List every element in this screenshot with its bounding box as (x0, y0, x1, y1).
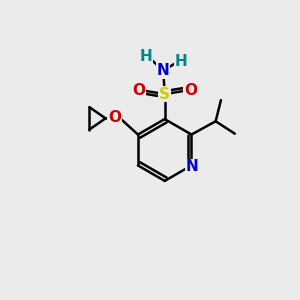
Text: N: N (157, 63, 169, 78)
Text: N: N (186, 159, 199, 174)
Text: H: H (139, 50, 152, 64)
Text: S: S (159, 87, 170, 102)
Text: O: O (184, 83, 197, 98)
Text: O: O (133, 83, 146, 98)
Text: O: O (108, 110, 121, 125)
Text: H: H (175, 54, 187, 69)
